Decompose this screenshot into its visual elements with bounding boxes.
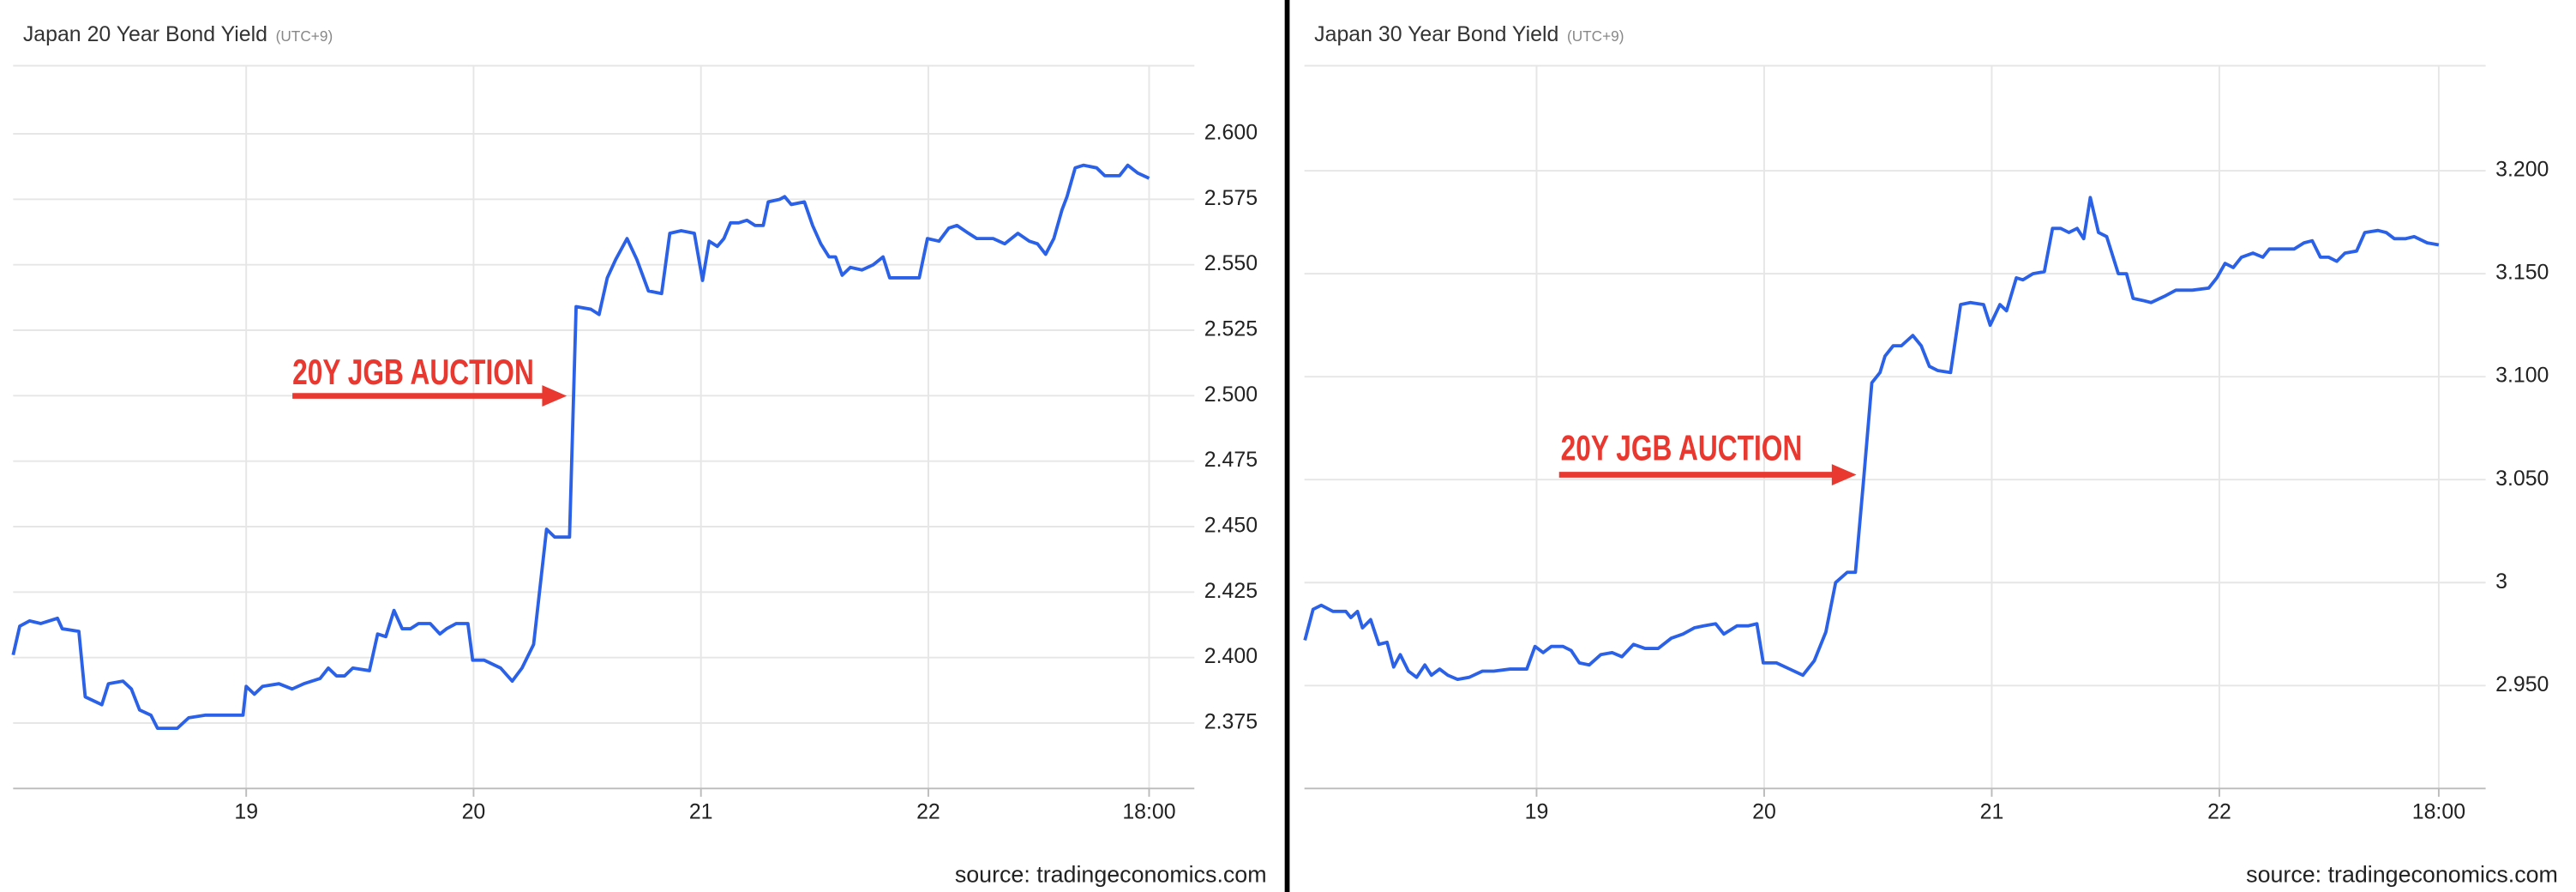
y-tick-label: 2.950 [2495, 672, 2549, 696]
y-tick-label: 2.525 [1204, 317, 1258, 341]
x-tick-label: 18:00 [1122, 800, 1175, 824]
source-note: source: tradingeconomics.com [2246, 862, 2558, 888]
y-tick-label: 2.400 [1204, 644, 1258, 668]
y-tick-label: 3.050 [2495, 467, 2549, 491]
chart-subtitle: (UTC+9) [1567, 27, 1624, 45]
yield-line [1303, 196, 2440, 682]
annotation-arrowhead [1831, 464, 1857, 485]
annotation-text: 20Y JGB AUCTION [1561, 427, 1803, 467]
x-tick-label: 18:00 [2412, 800, 2465, 824]
y-tick-label: 2.475 [1204, 448, 1258, 472]
x-tick-label: 21 [689, 800, 713, 824]
x-tick-label: 22 [2207, 800, 2231, 824]
y-tick-label: 2.500 [1204, 383, 1258, 407]
x-tick-label: 19 [1525, 800, 1549, 824]
x-tick-label: 21 [1980, 800, 2004, 824]
y-tick-label: 2.375 [1204, 710, 1258, 734]
panel-divider [1284, 0, 1290, 892]
chart-title: Japan 20 Year Bond Yield [23, 22, 267, 46]
y-tick-label: 2.575 [1204, 186, 1258, 210]
chart-panel: Japan 30 Year Bond Yield (UTC+9) 2.950 3 3.0… [1303, 22, 2558, 888]
chart-subtitle: (UTC+9) [276, 27, 333, 45]
source-note: source: tradingeconomics.com [955, 862, 1267, 888]
y-tick-label: 2.450 [1204, 514, 1258, 538]
x-tick-label: 20 [462, 800, 486, 824]
y-tick-label: 3 [2495, 570, 2507, 594]
x-tick-label: 19 [234, 800, 258, 824]
y-tick-label: 3.150 [2495, 261, 2549, 285]
chart-title: Japan 30 Year Bond Yield [1314, 22, 1558, 46]
y-tick-label: 2.600 [1204, 121, 1258, 145]
y-tick-label: 2.550 [1204, 251, 1258, 275]
yield-line [11, 163, 1150, 731]
x-tick-label: 20 [1752, 800, 1776, 824]
x-tick-label: 22 [916, 800, 940, 824]
y-tick-label: 3.200 [2495, 158, 2549, 182]
annotation-arrowhead [542, 385, 567, 407]
chart-panel: Japan 20 Year Bond Yield (UTC+9) 2.375 2.40… [11, 22, 1267, 888]
annotation-text: 20Y JGB AUCTION [292, 352, 534, 392]
y-tick-label: 2.425 [1204, 579, 1258, 603]
y-tick-label: 3.100 [2495, 364, 2549, 388]
